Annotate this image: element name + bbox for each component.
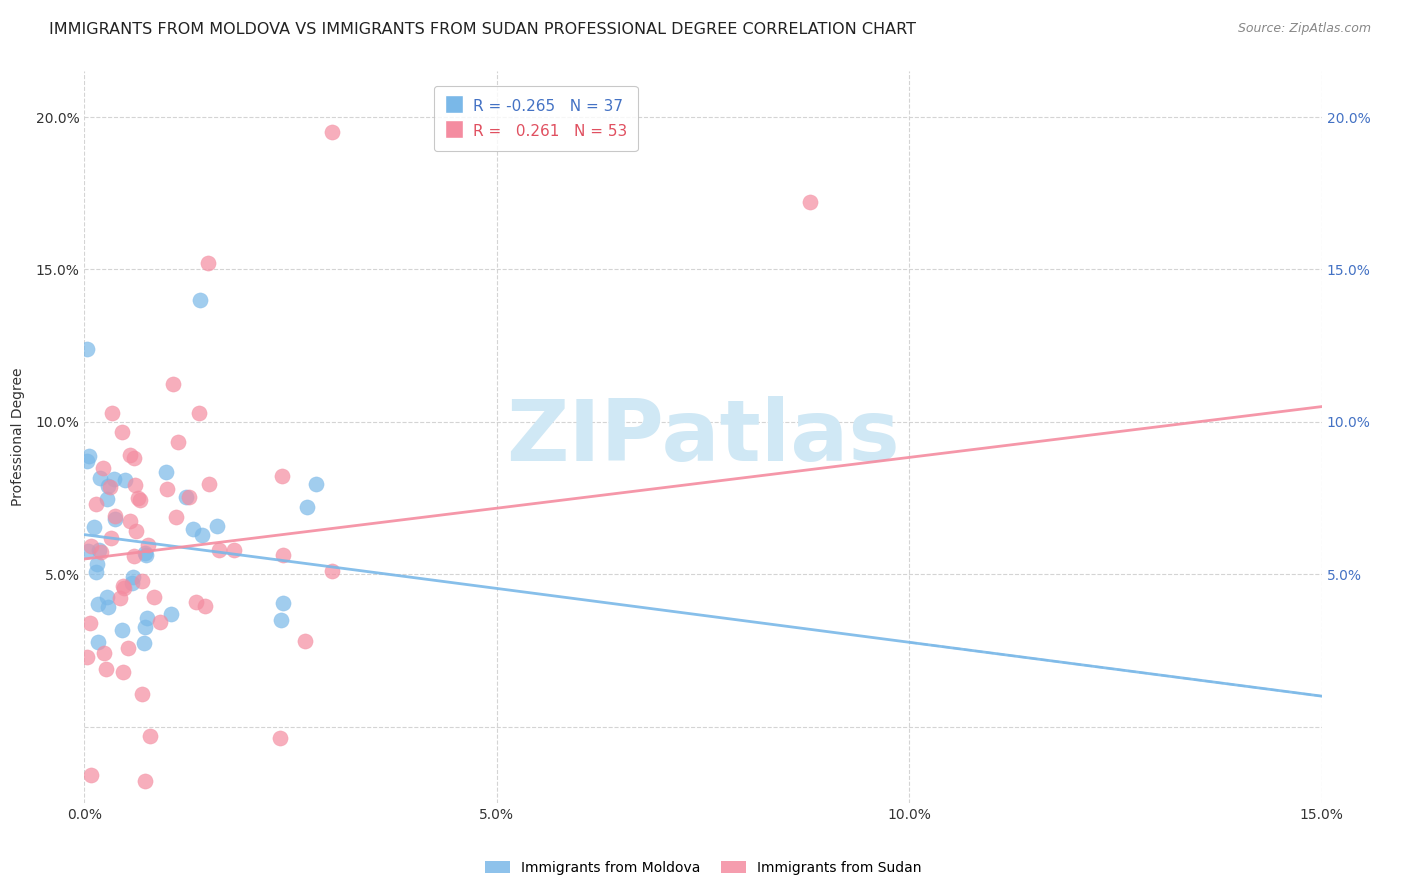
Point xyxy=(134,546,156,560)
Point xyxy=(179,490,201,504)
Point xyxy=(136,538,159,552)
Text: Source: ZipAtlas.com: Source: ZipAtlas.com xyxy=(1237,22,1371,36)
Point xyxy=(77,449,100,463)
Point xyxy=(143,590,166,604)
Point xyxy=(132,636,155,650)
Point xyxy=(194,599,217,614)
Point xyxy=(149,615,172,630)
Point xyxy=(96,590,118,604)
Point xyxy=(98,480,121,494)
Point xyxy=(97,479,120,493)
Point xyxy=(79,539,101,553)
Y-axis label: Professional Degree: Professional Degree xyxy=(10,368,24,507)
Point xyxy=(188,293,211,307)
Legend: R = -0.265   N = 37, R =   0.261   N = 53: R = -0.265 N = 37, R = 0.261 N = 53 xyxy=(434,87,637,151)
Point xyxy=(269,731,291,745)
Point xyxy=(165,510,187,524)
Point xyxy=(93,646,115,660)
Point xyxy=(86,597,108,611)
Point xyxy=(131,574,153,588)
Point xyxy=(117,640,139,655)
Point xyxy=(183,522,205,536)
Point xyxy=(208,543,231,558)
Point xyxy=(118,448,141,462)
Point xyxy=(184,595,207,609)
Point xyxy=(114,473,136,487)
Point xyxy=(110,591,132,605)
Point xyxy=(122,450,145,465)
Text: IMMIGRANTS FROM MOLDOVA VS IMMIGRANTS FROM SUDAN PROFESSIONAL DEGREE CORRELATION: IMMIGRANTS FROM MOLDOVA VS IMMIGRANTS FR… xyxy=(49,22,917,37)
Point xyxy=(134,620,156,634)
Point xyxy=(101,406,124,420)
Point xyxy=(83,520,105,534)
Point xyxy=(111,425,134,439)
Point xyxy=(76,342,98,356)
Point xyxy=(104,512,127,526)
Point xyxy=(139,729,162,743)
Point xyxy=(122,549,145,564)
Point xyxy=(135,611,157,625)
Point xyxy=(80,768,103,782)
Point xyxy=(321,564,343,578)
Point xyxy=(155,465,177,479)
Point xyxy=(79,616,101,631)
Point xyxy=(90,544,112,558)
Point xyxy=(134,774,156,789)
Point xyxy=(120,514,142,528)
Point xyxy=(84,565,107,579)
Point xyxy=(100,531,122,545)
Point xyxy=(294,634,316,648)
Point xyxy=(103,472,125,486)
Point xyxy=(121,575,143,590)
Point xyxy=(174,490,197,504)
Point xyxy=(112,581,135,595)
Point xyxy=(87,635,110,649)
Point xyxy=(295,500,318,515)
Point xyxy=(111,623,134,637)
Point xyxy=(127,491,149,506)
Point xyxy=(799,195,821,210)
Text: ZIPatlas: ZIPatlas xyxy=(506,395,900,479)
Point xyxy=(111,665,134,680)
Point xyxy=(156,482,179,496)
Point xyxy=(270,613,292,627)
Point xyxy=(84,497,107,511)
Point xyxy=(89,470,111,484)
Point xyxy=(198,477,221,491)
Point xyxy=(87,543,110,558)
Point xyxy=(135,548,157,562)
Point xyxy=(271,596,294,610)
Point xyxy=(191,528,214,542)
Point xyxy=(124,477,146,491)
Point xyxy=(77,543,100,558)
Point xyxy=(94,662,117,676)
Point xyxy=(162,376,184,391)
Point xyxy=(167,435,190,450)
Point xyxy=(304,477,326,491)
Point xyxy=(125,524,148,538)
Point xyxy=(224,542,246,557)
Point xyxy=(129,493,152,508)
Point xyxy=(111,579,134,593)
Point xyxy=(86,557,108,571)
Point xyxy=(104,509,127,524)
Point xyxy=(187,406,209,420)
Point xyxy=(205,518,228,533)
Point xyxy=(76,650,98,665)
Point xyxy=(160,607,183,622)
Point xyxy=(197,256,219,270)
Point xyxy=(97,600,120,615)
Point xyxy=(271,548,294,562)
Point xyxy=(122,570,145,584)
Legend: Immigrants from Moldova, Immigrants from Sudan: Immigrants from Moldova, Immigrants from… xyxy=(479,855,927,880)
Point xyxy=(321,125,343,139)
Point xyxy=(76,454,98,468)
Point xyxy=(131,687,153,701)
Point xyxy=(91,460,114,475)
Point xyxy=(96,491,118,506)
Point xyxy=(271,468,294,483)
